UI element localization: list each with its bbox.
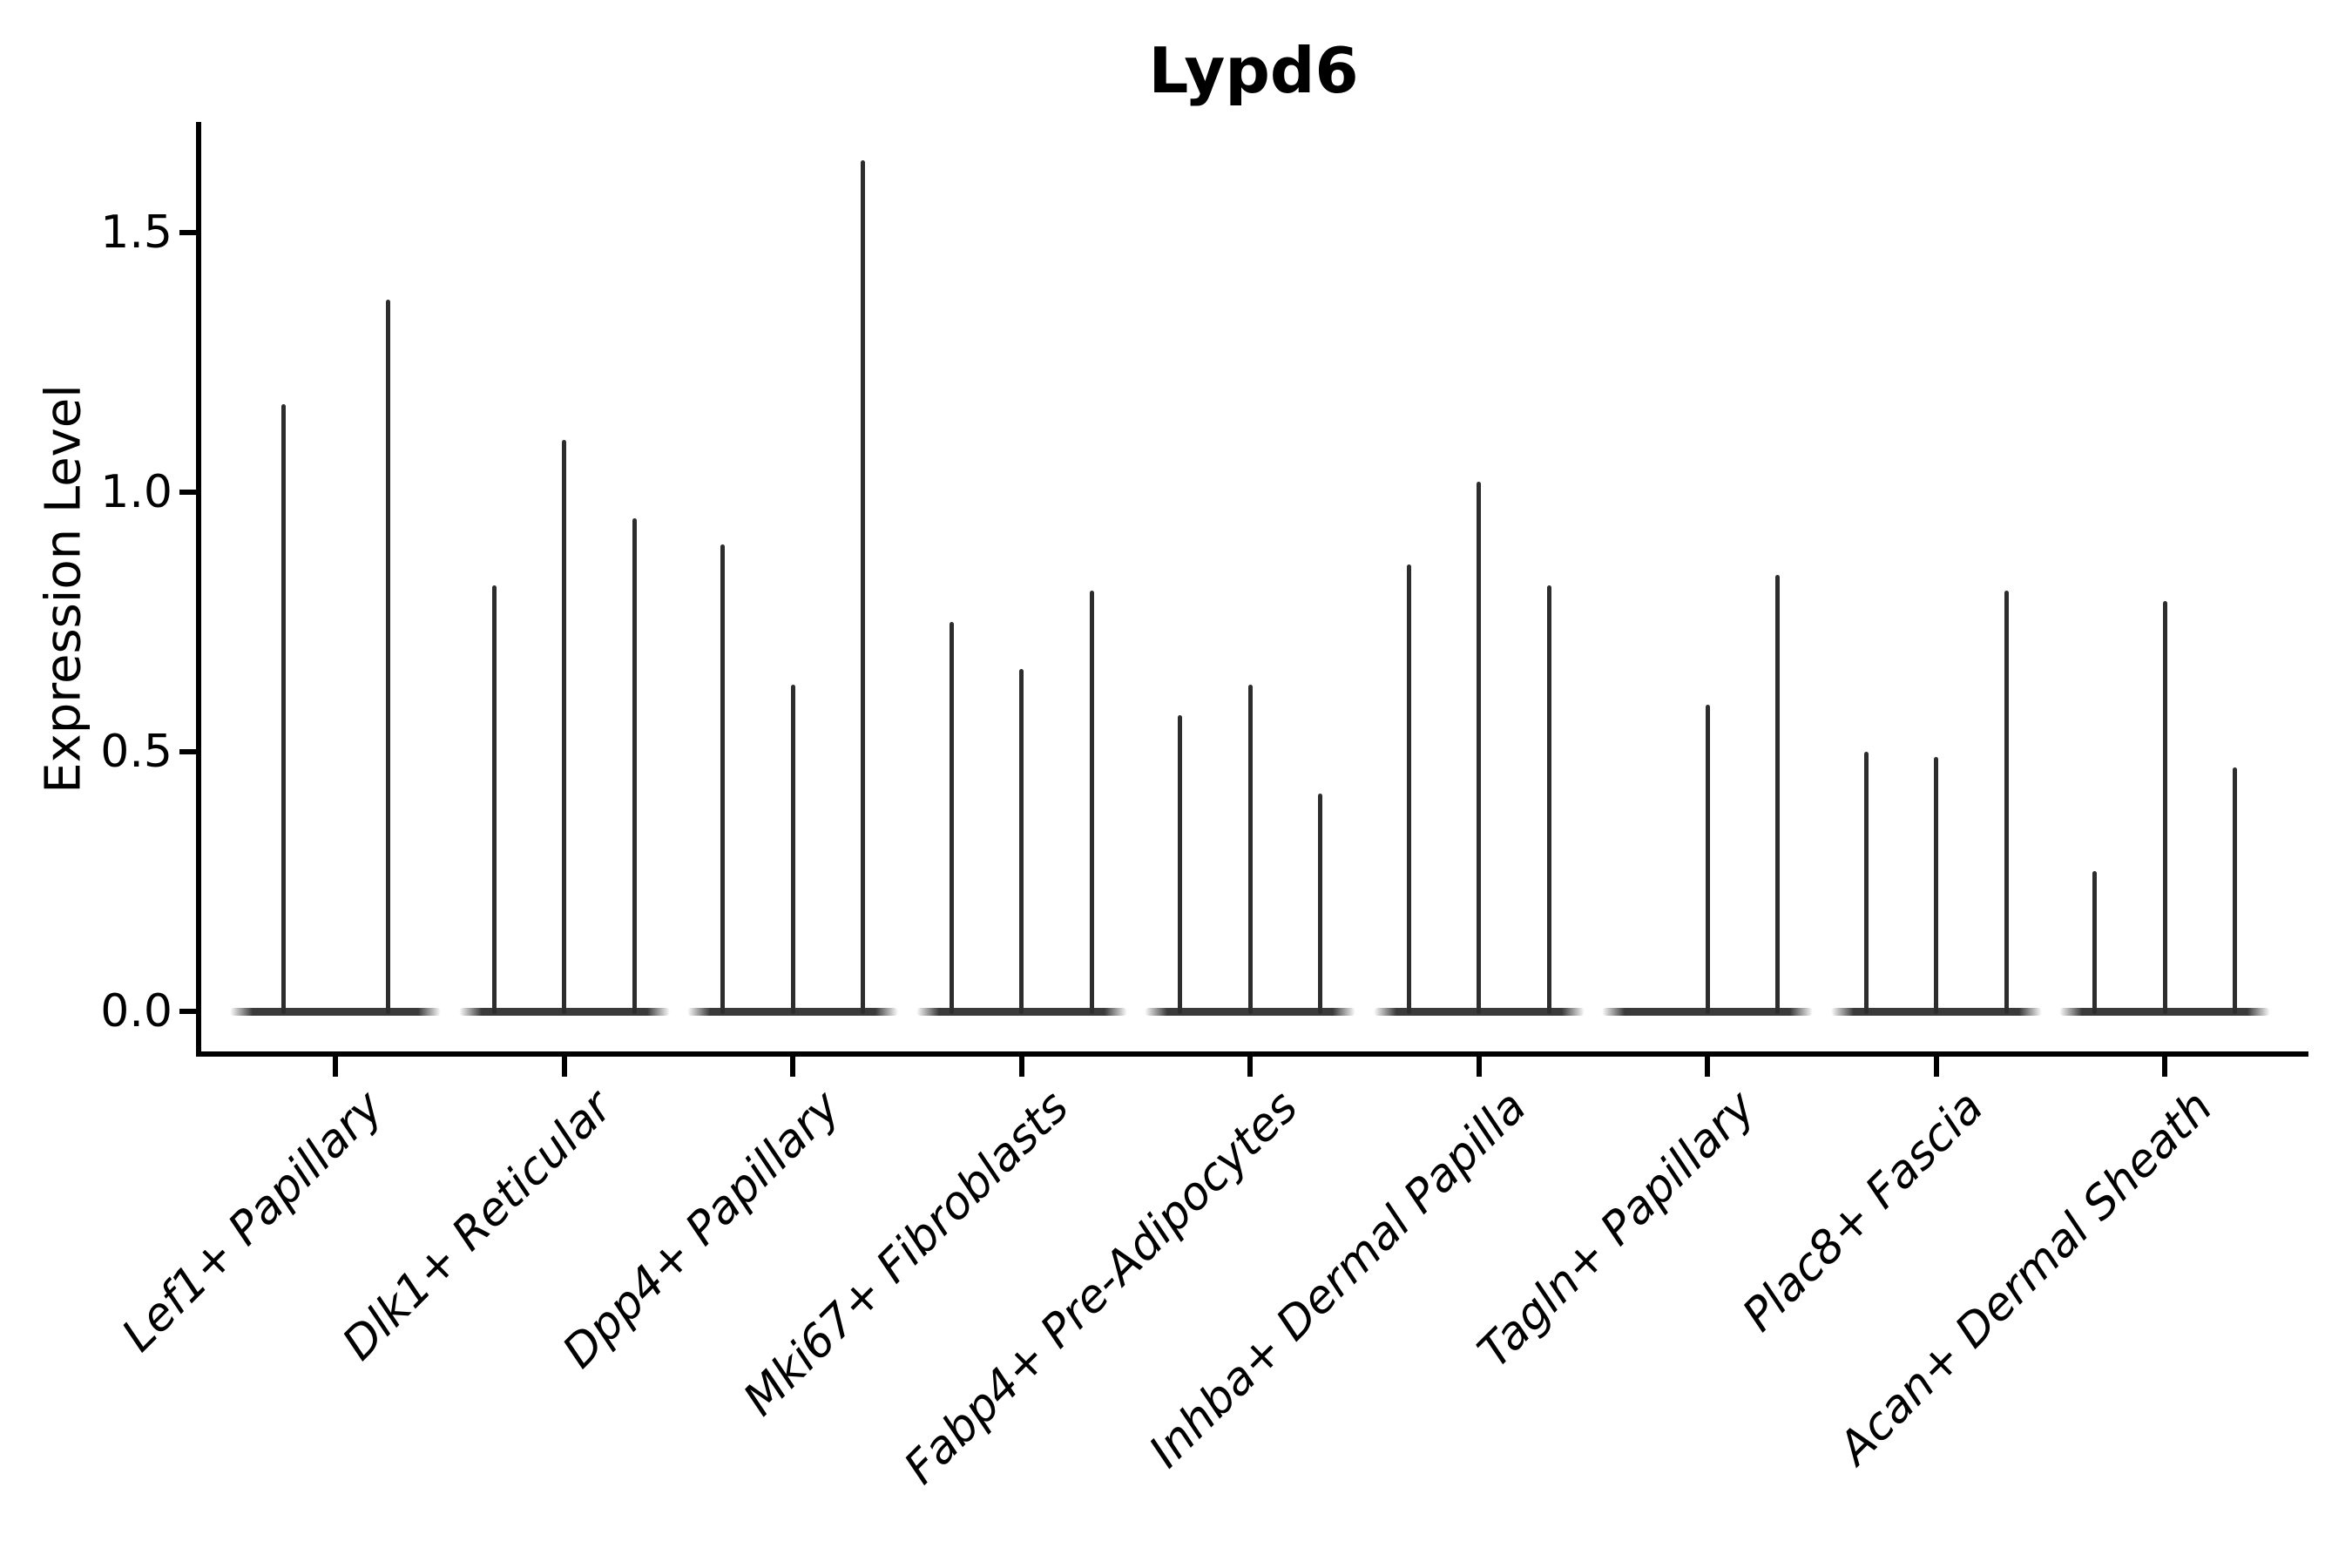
violin-spike (562, 440, 566, 1014)
y-tick-label: 0.5 (100, 726, 172, 778)
x-tick-mark (1476, 1057, 1482, 1077)
x-tick-mark (333, 1057, 338, 1077)
x-tick-mark (790, 1057, 795, 1077)
violin-spike (1934, 756, 1938, 1014)
violin-spike (1775, 575, 1780, 1014)
x-tick-label: Acan+ Dermal Sheath (1828, 1080, 2223, 1475)
violin-spike (2004, 591, 2009, 1014)
violin-spike (1247, 684, 1253, 1014)
x-tick-mark (561, 1057, 567, 1077)
violin-spike (2092, 871, 2097, 1014)
violin-spike (1863, 752, 1869, 1014)
x-tick-mark (1933, 1057, 1939, 1077)
violin-spike (1178, 715, 1182, 1014)
y-tick-mark (179, 749, 196, 754)
y-tick-label: 0.0 (100, 985, 172, 1037)
x-tick-mark (1018, 1057, 1024, 1077)
violin-spike (1705, 705, 1710, 1014)
violin-spike (720, 544, 725, 1014)
y-tick-mark (179, 1009, 196, 1014)
y-axis-spine (196, 122, 201, 1057)
y-tick-mark (179, 490, 196, 495)
violin-spike (949, 622, 954, 1014)
x-tick-label: Inhba+ Dermal Papilla (1139, 1080, 1537, 1478)
violin-spike (491, 585, 497, 1014)
x-axis-spine (196, 1051, 2308, 1057)
violin-spike (2233, 767, 2237, 1014)
x-tick-mark (1705, 1057, 1710, 1077)
plot-title: Lypd6 (1148, 34, 1359, 107)
violin-spike (1546, 585, 1551, 1014)
y-tick-label: 1.5 (100, 206, 172, 259)
violin-spike (385, 300, 390, 1014)
violin-spike (2162, 601, 2167, 1014)
violin-spike (1019, 668, 1024, 1014)
violin-spike (861, 159, 865, 1014)
violin-spike (1318, 793, 1322, 1014)
violin-base (230, 1007, 441, 1016)
violin-spike (1089, 591, 1094, 1014)
y-tick-label: 1.0 (100, 466, 172, 518)
violin-spike (1406, 564, 1411, 1014)
x-tick-mark (1247, 1057, 1253, 1077)
violin-spike (1477, 482, 1481, 1014)
violin-spike (632, 517, 637, 1014)
x-tick-label: Fabp4+ Pre-Adipocytes (894, 1080, 1308, 1495)
x-tick-label: Plac8+ Fascia (1733, 1080, 1994, 1342)
y-tick-mark (179, 230, 196, 235)
violin-spike (790, 684, 795, 1014)
violin-spike (280, 403, 286, 1014)
x-tick-mark (2162, 1057, 2167, 1077)
